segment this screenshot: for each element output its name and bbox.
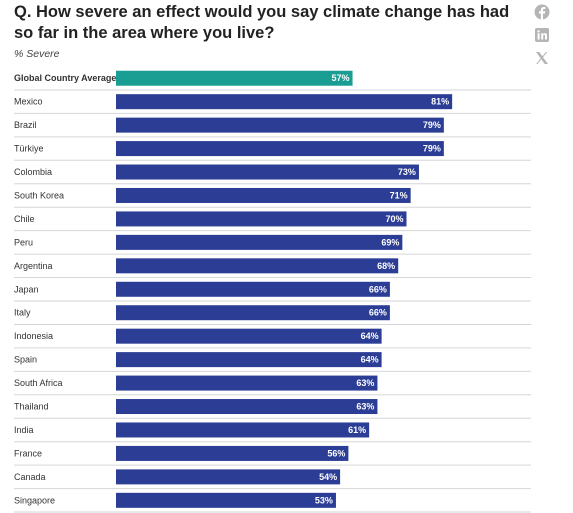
category-label: France	[14, 448, 42, 458]
value-label: 69%	[381, 237, 399, 247]
bar	[116, 234, 403, 250]
bar	[116, 445, 349, 461]
facebook-share-button[interactable]	[534, 4, 550, 20]
category-label: Global Country Average	[14, 73, 116, 83]
value-label: 54%	[319, 472, 337, 482]
bar	[116, 399, 378, 415]
value-label: 79%	[423, 144, 441, 154]
chart-subtitle: % Severe	[14, 48, 60, 60]
bar	[116, 281, 390, 297]
linkedin-share-button[interactable]	[534, 27, 550, 43]
x-share-button[interactable]	[534, 50, 550, 66]
category-label: Mexico	[14, 97, 43, 107]
bar	[116, 187, 411, 203]
category-label: South Korea	[14, 190, 64, 200]
category-label: Brazil	[14, 120, 37, 130]
bar	[116, 492, 336, 508]
bar	[116, 117, 444, 133]
value-label: 81%	[431, 97, 449, 107]
value-label: 64%	[361, 331, 379, 341]
value-label: 68%	[377, 261, 395, 271]
value-label: 73%	[398, 167, 416, 177]
category-label: Colombia	[14, 167, 52, 177]
bar	[116, 94, 453, 110]
value-label: 66%	[369, 284, 387, 294]
linkedin-icon	[535, 28, 549, 42]
value-label: 63%	[356, 378, 374, 388]
bar	[116, 141, 444, 157]
bar	[116, 258, 399, 274]
category-label: Chile	[14, 214, 35, 224]
facebook-icon	[534, 4, 550, 20]
value-label: 61%	[348, 425, 366, 435]
x-icon	[536, 52, 548, 64]
bar	[116, 469, 341, 485]
bar	[116, 422, 370, 438]
value-label: 71%	[390, 190, 408, 200]
category-label: Spain	[14, 355, 37, 365]
value-label: 57%	[332, 73, 350, 83]
category-label: South Africa	[14, 378, 63, 388]
category-label: Indonesia	[14, 331, 53, 341]
value-label: 63%	[356, 402, 374, 412]
value-label: 79%	[423, 120, 441, 130]
category-label: Japan	[14, 284, 39, 294]
category-label: Italy	[14, 308, 31, 318]
category-label: Singapore	[14, 495, 55, 505]
category-label: Peru	[14, 237, 33, 247]
value-label: 64%	[361, 355, 379, 365]
bar	[116, 375, 378, 391]
category-label: India	[14, 425, 34, 435]
category-label: Argentina	[14, 261, 53, 271]
value-label: 70%	[385, 214, 403, 224]
average-bar	[116, 70, 353, 86]
bar	[116, 211, 407, 227]
category-label: Canada	[14, 472, 46, 482]
bar	[116, 164, 419, 180]
bar	[116, 328, 382, 344]
value-label: 66%	[369, 308, 387, 318]
bar	[116, 352, 382, 368]
value-label: 56%	[327, 448, 345, 458]
category-label: Türkiye	[14, 144, 44, 154]
value-label: 53%	[315, 495, 333, 505]
bar	[116, 305, 390, 321]
category-label: Thailand	[14, 402, 49, 412]
chart-title: Q. How severe an effect would you say cl…	[14, 3, 510, 42]
